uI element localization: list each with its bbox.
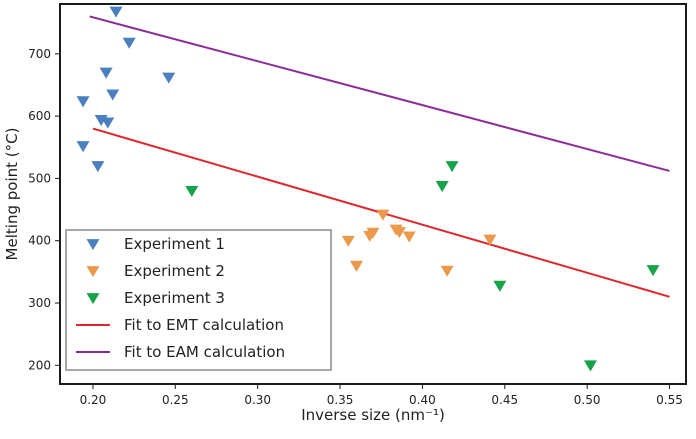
y-tick-label: 200 (28, 358, 51, 372)
legend-marker (86, 239, 100, 251)
legend-entries: Experiment 1 Experiment 2 Experiment 3 Fit … (76, 235, 285, 361)
data-point (493, 280, 507, 292)
y-tick-label: 300 (28, 296, 51, 310)
data-point (101, 117, 115, 129)
x-tick-label: 0.55 (656, 393, 683, 407)
x-tick-label: 0.35 (327, 393, 354, 407)
legend-box (65, 229, 332, 371)
x-tick-label: 0.25 (162, 393, 189, 407)
y-tick-label: 500 (28, 171, 51, 185)
data-point (76, 96, 90, 108)
data-point (76, 141, 90, 153)
legend-marker (86, 266, 100, 278)
legend-entry: Experiment 3 (86, 289, 225, 307)
data-point (583, 360, 597, 372)
y-tick-label: 600 (28, 109, 51, 123)
legend-entry: Fit to EAM calculation (76, 343, 285, 361)
x-axis-label: Inverse size (nm⁻¹) (301, 406, 445, 424)
data-point (440, 265, 454, 277)
data-point (91, 161, 105, 173)
y-axis-ticks: 200 300 400 500 600 700 (28, 47, 60, 372)
series-layer (76, 6, 670, 372)
data-point (402, 231, 416, 243)
legend-label: Experiment 2 (124, 262, 225, 280)
legend-label: Experiment 1 (124, 235, 225, 253)
data-point (483, 234, 497, 246)
x-axis-ticks: 0.20 0.25 0.30 0.35 0.40 0.45 0.50 0.55 (80, 384, 683, 407)
legend-label: Fit to EAM calculation (124, 343, 285, 361)
data-point (646, 265, 660, 277)
legend: Experiment 1 Experiment 2 Experiment 3 Fit … (65, 229, 332, 371)
legend-label: Experiment 3 (124, 289, 225, 307)
data-point (435, 181, 449, 193)
legend-entry: Experiment 2 (86, 262, 225, 280)
data-point (162, 72, 176, 84)
x-tick-label: 0.30 (244, 393, 271, 407)
y-tick-label: 400 (28, 234, 51, 248)
x-tick-label: 0.40 (409, 393, 436, 407)
data-point (341, 235, 355, 247)
data-point (350, 260, 364, 272)
data-point (185, 186, 199, 198)
data-point (363, 230, 377, 242)
data-point (99, 67, 113, 79)
data-point (376, 209, 390, 221)
data-point (122, 37, 136, 49)
y-axis-label: Melting point (°C) (3, 128, 21, 261)
x-tick-label: 0.45 (491, 393, 518, 407)
legend-entry: Experiment 1 (86, 235, 225, 253)
legend-label: Fit to EMT calculation (124, 316, 284, 334)
legend-marker (86, 293, 100, 305)
x-tick-label: 0.50 (574, 393, 601, 407)
legend-entry: Fit to EMT calculation (76, 316, 284, 334)
fit-line (89, 15, 670, 172)
data-point (445, 161, 459, 173)
data-point (392, 227, 406, 239)
y-tick-label: 700 (28, 47, 51, 61)
x-tick-label: 0.20 (80, 393, 107, 407)
data-point (109, 6, 123, 18)
data-point (106, 89, 120, 101)
